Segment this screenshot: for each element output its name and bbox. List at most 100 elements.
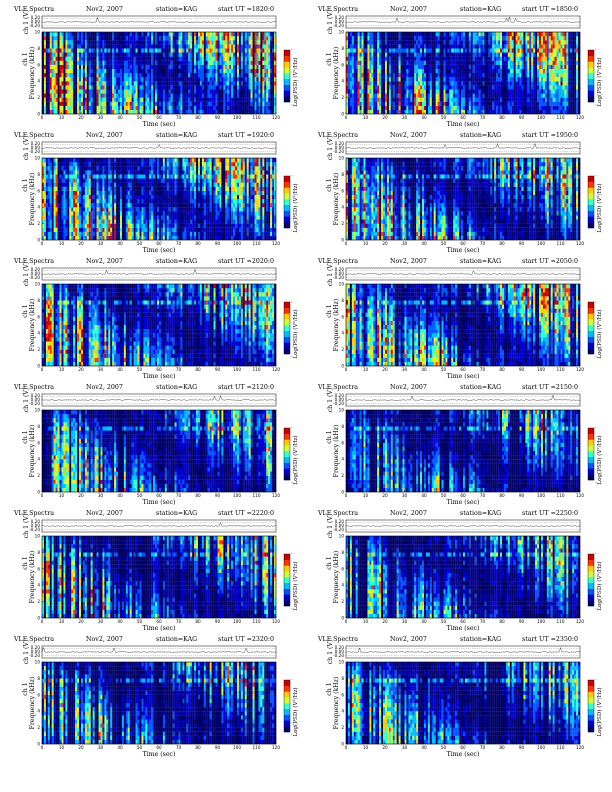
x-axis-label: Time (sec) [447, 499, 480, 506]
y-tick-label: 4 [37, 583, 40, 588]
waveform-tick-label: 0.20 [31, 519, 41, 524]
y-axis-label: Frequency (kHz) [333, 47, 340, 100]
x-tick-label: 70 [176, 745, 182, 750]
y-axis-label: Frequency (kHz) [333, 173, 340, 226]
colorbar-label: Log(PSD) (V²/Hz) [292, 183, 299, 232]
spectrogram-panel: VLF Spectra Nov2, 2007 station=KAG start UT… [312, 6, 603, 134]
x-tick-label: 40 [117, 493, 123, 498]
x-tick-label: 90 [215, 493, 221, 498]
x-axis: 0 10 20 30 40 50 60 70 80 90 100 110 120 Time (sec) [41, 112, 280, 128]
spectrogram-heatmap [346, 32, 581, 115]
panel-title: VLF Spectra [14, 258, 54, 266]
y-tick-label: 4 [341, 583, 344, 588]
x-tick-label: 90 [215, 745, 221, 750]
y-axis: 0 2 4 6 8 10 Frequency (kHz)ch 1 [326, 408, 348, 495]
waveform-tick-label: -0.20 [29, 527, 40, 532]
colorbar: -- Log(PSD) (V²/Hz) [283, 299, 299, 359]
waveform-tick-label: -0.20 [29, 401, 40, 406]
colorbar-tick-label: - [291, 299, 293, 304]
spectrogram-heatmap [346, 662, 581, 745]
y-tick-label: 2 [341, 599, 344, 604]
panel-title: VLF Spectra [318, 636, 358, 644]
colorbar: -- Log(PSD) (V²/Hz) [587, 425, 603, 485]
colorbar-tick-label: - [291, 228, 293, 233]
waveform-tick-label: -0.20 [29, 275, 40, 280]
spectrogram-panel: VLF Spectra Nov2, 2007 station=KAG start UT… [8, 510, 299, 638]
y-tick-label: 6 [37, 188, 40, 193]
x-tick-label: 10 [59, 241, 65, 246]
x-tick-label: 110 [557, 241, 565, 246]
x-tick-label: 40 [421, 619, 427, 624]
x-tick-label: 90 [215, 619, 221, 624]
waveform-tick-label: 0.20 [335, 645, 345, 650]
y-tick-label: 4 [37, 79, 40, 84]
panel-title: VLF Spectra [318, 258, 358, 266]
y-axis: 0 2 4 6 8 10 Frequency (kHz)ch 1 [22, 282, 44, 369]
panel-date: Nov2, 2007 [390, 132, 427, 140]
x-tick-label: 80 [195, 115, 201, 120]
colorbar-tick-label: - [595, 551, 597, 556]
panel-start-ut: start UT =1850:0 [522, 6, 578, 14]
x-tick-label: 10 [59, 115, 65, 120]
y-tick-label: 10 [35, 156, 41, 161]
y-tick-label: 4 [37, 205, 40, 210]
x-tick-label: 50 [137, 115, 143, 120]
x-tick-label: 20 [382, 619, 388, 624]
y-tick-label: 0 [37, 742, 40, 747]
waveform-line [41, 522, 277, 527]
panel-station: station=KAG [156, 132, 197, 140]
x-tick-label: 20 [382, 745, 388, 750]
colorbar-tick-label: - [595, 102, 597, 107]
panel-station: station=KAG [460, 636, 501, 644]
x-axis-label: Time (sec) [143, 499, 176, 506]
waveform-line [41, 144, 277, 149]
waveform-tick-label: 0.00 [335, 19, 345, 24]
x-tick-label: 80 [195, 493, 201, 498]
x-tick-label: 100 [233, 493, 241, 498]
colorbar-tick-label: - [595, 228, 597, 233]
x-axis-label: Time (sec) [143, 373, 176, 380]
x-tick-label: 50 [441, 115, 447, 120]
x-tick-label: 0 [41, 115, 44, 120]
x-tick-label: 20 [78, 241, 84, 246]
y-tick-label: 4 [341, 331, 344, 336]
panel-title: VLF Spectra [318, 384, 358, 392]
x-tick-label: 60 [460, 367, 466, 372]
colorbar: -- Log(PSD) (V²/Hz) [283, 173, 299, 233]
x-tick-label: 100 [537, 745, 545, 750]
x-tick-label: 0 [345, 493, 348, 498]
y-tick-label: 8 [341, 46, 344, 51]
x-tick-label: 40 [117, 745, 123, 750]
panel-station: station=KAG [460, 6, 501, 14]
colorbar-label: Log(PSD) (V²/Hz) [596, 435, 603, 484]
y-tick-label: 10 [339, 408, 345, 413]
y-tick-label: 2 [37, 95, 40, 100]
waveform-line [345, 270, 580, 275]
y-axis: 0 2 4 6 8 10 Frequency (kHz)ch 1 [326, 282, 348, 369]
waveform-tick-label: 0.00 [31, 523, 41, 528]
x-tick-label: 50 [441, 241, 447, 246]
x-tick-label: 100 [233, 619, 241, 624]
x-axis: 0 10 20 30 40 50 60 70 80 90 100 110 120 Time (sec) [345, 112, 584, 128]
x-tick-label: 80 [195, 367, 201, 372]
x-tick-label: 10 [363, 115, 369, 120]
waveform-tick-label: -0.20 [333, 23, 344, 28]
x-tick-label: 110 [557, 745, 565, 750]
y-axis-label: Frequency (kHz) [333, 299, 340, 352]
waveform-ylabel: ch 1 (V) [327, 262, 334, 287]
panel-date: Nov2, 2007 [86, 258, 123, 266]
x-tick-label: 70 [480, 115, 486, 120]
x-tick-label: 60 [156, 619, 162, 624]
panel-station: station=KAG [460, 384, 501, 392]
y-tick-label: 10 [339, 30, 345, 35]
x-tick-label: 0 [345, 619, 348, 624]
spectrogram-panel: VLF Spectra Nov2, 2007 station=KAG start UT… [312, 132, 603, 260]
panel-title: VLF Spectra [14, 384, 54, 392]
waveform-line [41, 647, 277, 653]
panel-station: station=KAG [460, 258, 501, 266]
